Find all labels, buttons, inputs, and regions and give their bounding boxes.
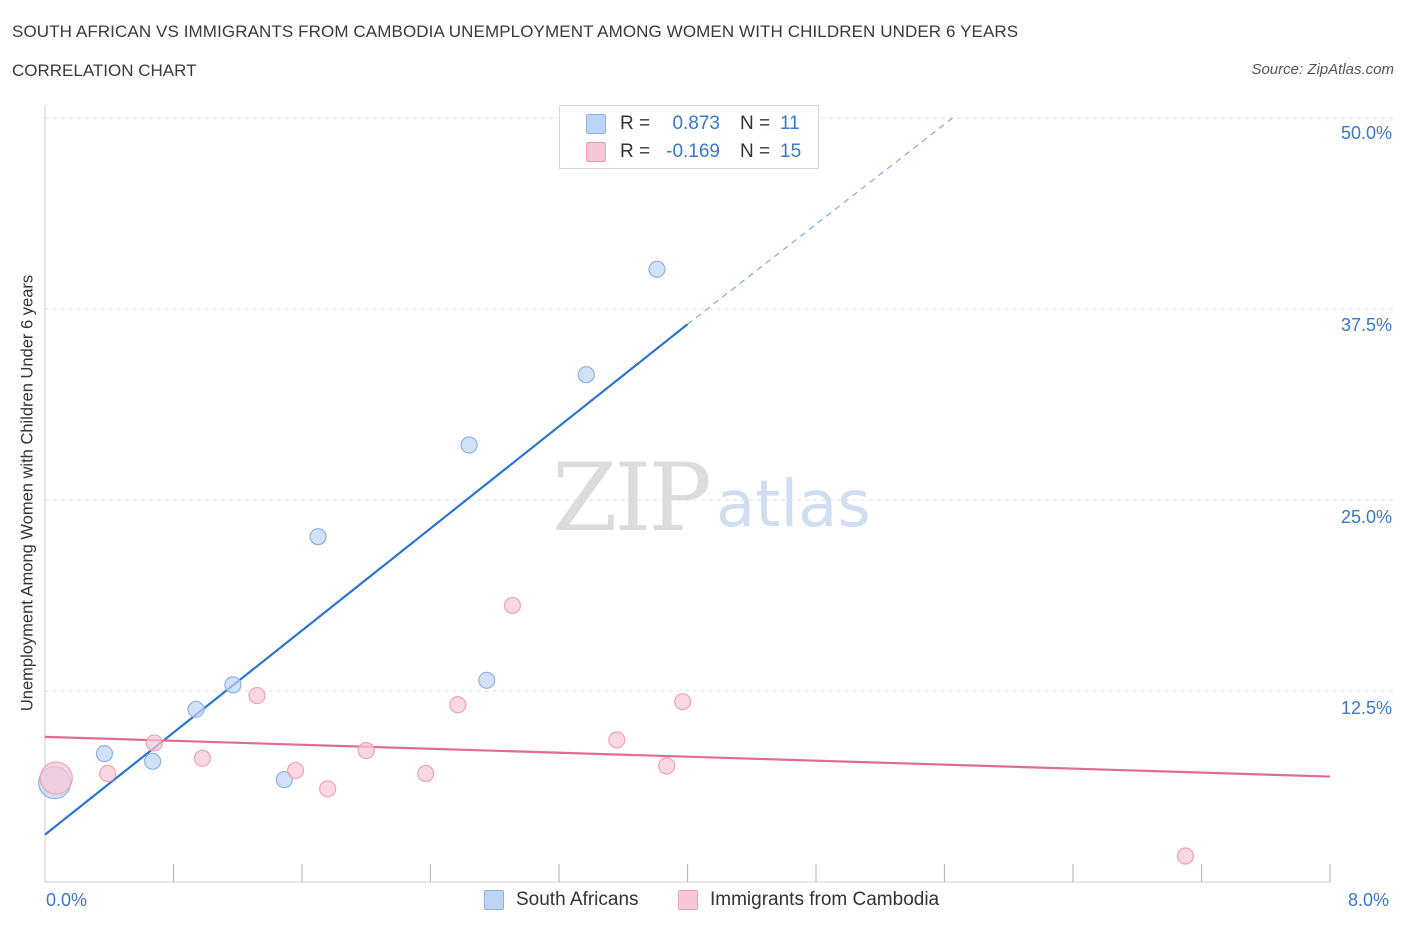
point-south-africans	[478, 671, 496, 689]
pink-swatch-icon	[586, 142, 606, 162]
point-cambodia	[286, 761, 305, 780]
r-label: R =	[620, 141, 651, 162]
point-cambodia	[658, 757, 676, 775]
n-value: 15	[780, 141, 802, 162]
point-south-africans	[309, 528, 327, 546]
axes	[44, 105, 1331, 883]
point-cambodia	[319, 780, 337, 798]
y-tick-50: 50.0%	[1340, 123, 1392, 143]
y-tick-12-5: 12.5%	[1340, 698, 1392, 718]
point-south-africans	[224, 676, 242, 694]
point-cambodia	[357, 741, 375, 760]
point-cambodia	[503, 596, 522, 615]
n-value: 11	[780, 113, 800, 134]
r-value: -0.169	[666, 141, 720, 162]
trend-extension-south-africans	[687, 117, 953, 325]
point-cambodia	[145, 734, 163, 752]
source-credit: Source: ZipAtlas.com	[1251, 61, 1394, 78]
legend-label: Immigrants from Cambodia	[710, 889, 940, 910]
series-legend: South Africans Immigrants from Cambodia	[0, 889, 1406, 915]
point-cambodia	[449, 696, 467, 714]
legend-item-cambodia[interactable]: Immigrants from Cambodia	[678, 889, 939, 911]
n-label: N =	[740, 141, 771, 162]
trend-lines	[44, 117, 1331, 836]
point-cambodia	[248, 686, 266, 705]
correlation-legend: R = 0.873 N = 11 R = -0.169 N = 15	[559, 105, 819, 169]
blue-swatch-icon	[586, 114, 606, 134]
point-cambodia	[39, 761, 73, 795]
point-south-africans	[460, 436, 478, 454]
point-cambodia	[608, 731, 626, 749]
legend-label: South Africans	[516, 889, 639, 910]
point-south-africans	[577, 366, 595, 384]
point-cambodia	[99, 764, 117, 783]
legend-row-cambodia: R = -0.169 N = 15	[586, 139, 801, 165]
point-south-africans	[144, 752, 162, 770]
watermark-atlas: atlas	[716, 468, 871, 542]
point-cambodia	[674, 693, 692, 711]
grid-lines	[45, 117, 1395, 692]
point-south-africans	[275, 771, 293, 789]
y-tick-25: 25.0%	[1340, 507, 1392, 527]
r-label: R =	[620, 113, 651, 134]
chart-subtitle: CORRELATION CHART	[12, 61, 197, 80]
point-south-africans	[187, 700, 205, 718]
y-tick-37-5: 37.5%	[1340, 315, 1392, 335]
legend-item-south-africans[interactable]: South Africans	[484, 889, 639, 911]
x-tick-min: 0.0%	[46, 890, 88, 910]
legend-row-south-africans: R = 0.873 N = 11	[586, 111, 800, 137]
watermark-zip: ZIP	[552, 444, 712, 553]
point-south-africans	[95, 745, 114, 763]
data-points	[38, 260, 1195, 865]
trend-line-cambodia	[44, 735, 1331, 778]
x-tick-max: 8.0%	[1348, 890, 1390, 910]
point-cambodia	[417, 764, 435, 783]
n-label: N =	[740, 113, 771, 134]
blue-swatch-icon	[484, 890, 504, 910]
pink-swatch-icon	[678, 890, 698, 910]
point-cambodia	[1176, 847, 1195, 865]
chart-title: SOUTH AFRICAN VS IMMIGRANTS FROM CAMBODI…	[12, 22, 1019, 41]
point-cambodia	[193, 749, 212, 767]
point-south-africans	[648, 260, 666, 278]
r-value: 0.873	[672, 113, 720, 134]
